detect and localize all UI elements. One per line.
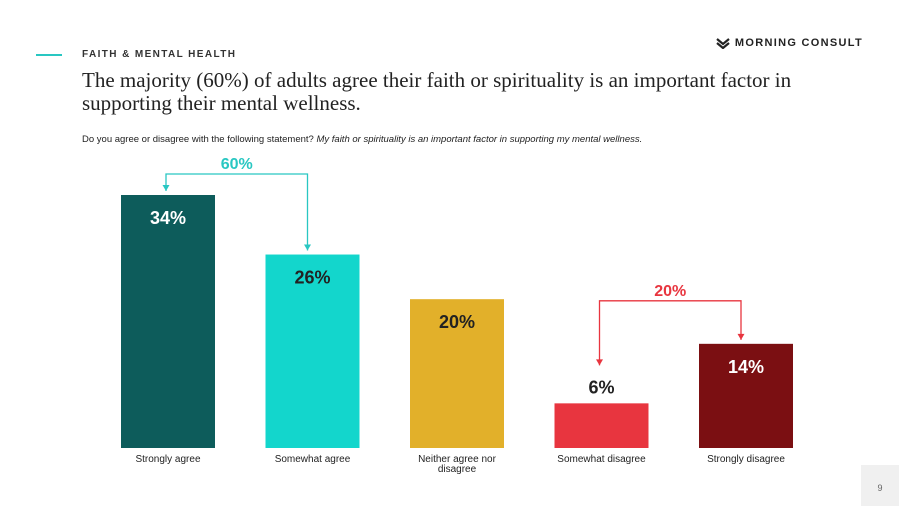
section-label: FAITH & MENTAL HEALTH — [82, 49, 237, 60]
page-number-box: 9 — [861, 465, 899, 506]
bar-value-label-1: 34% — [150, 208, 186, 228]
bar-3 — [410, 299, 504, 448]
bracket-total-label-2: 20% — [654, 283, 686, 300]
bar-2 — [265, 254, 360, 448]
category-label-5: Strongly disagree — [707, 454, 785, 465]
category-label-4: Somewhat disagree — [557, 454, 646, 465]
category-label-1: Strongly agree — [135, 454, 200, 465]
bar-value-label-2: 26% — [294, 268, 330, 288]
category-label-3: Neither agree nor — [418, 454, 496, 465]
bar-value-label-5: 14% — [728, 357, 764, 377]
bracket-arrow-right-2 — [737, 333, 745, 340]
bracket-line-2 — [598, 300, 742, 366]
bracket-arrow-right-1 — [304, 244, 311, 251]
bar-5 — [699, 343, 793, 448]
question-prefix: Do you agree or disagree with the follow… — [82, 134, 314, 145]
bracket-total-label-1: 60% — [221, 156, 253, 173]
survey-question: Do you agree or disagree with the follow… — [82, 134, 642, 145]
bracket-arrow-left-2 — [596, 359, 603, 366]
question-statement: My faith or spirituality is an important… — [316, 134, 643, 145]
category-label-2: Somewhat agree — [275, 454, 351, 465]
category-label-3-line-2: disagree — [438, 464, 477, 475]
bar-value-label-4: 6% — [588, 377, 614, 397]
bar-value-label-3: 20% — [439, 312, 475, 332]
bar-1 — [121, 195, 215, 448]
brand-logo: MORNING CONSULT — [716, 37, 863, 49]
page-title: The majority (60%) of adults agree their… — [82, 68, 792, 115]
morning-consult-logo-icon — [716, 37, 730, 49]
section-accent-line — [36, 54, 62, 56]
bar-4 — [554, 403, 649, 448]
page-number: 9 — [877, 483, 883, 493]
bracket-line-1 — [165, 173, 309, 251]
bracket-arrow-left-1 — [162, 185, 170, 191]
brand-name: MORNING CONSULT — [734, 37, 863, 49]
